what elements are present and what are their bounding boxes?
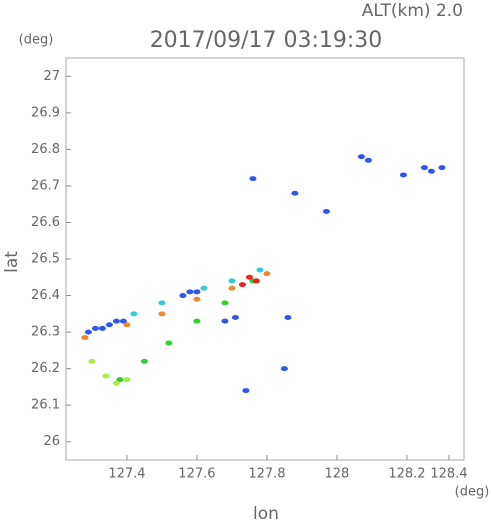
- y-tick-label: 26.5: [31, 252, 60, 267]
- x-tick-label: 127.8: [248, 467, 285, 482]
- y-tick-label: 26: [43, 434, 60, 449]
- echo-point: [98, 325, 106, 331]
- echo-point: [112, 380, 120, 386]
- echo-point: [245, 274, 253, 280]
- x-tick-label: 127.6: [178, 467, 215, 482]
- echo-point: [88, 358, 96, 364]
- echo-point: [221, 300, 229, 306]
- echo-point: [140, 358, 148, 364]
- echo-point: [186, 289, 194, 295]
- x-tick-label: 128.4: [430, 467, 467, 482]
- echo-point: [263, 271, 271, 277]
- echo-point: [228, 285, 236, 291]
- y-tick-label: 27: [43, 69, 60, 84]
- echo-point: [123, 377, 131, 383]
- y-tick-label: 26.9: [31, 105, 60, 120]
- echo-point: [91, 325, 99, 331]
- x-tick-label: 128: [325, 467, 350, 482]
- echo-point: [105, 322, 113, 328]
- echo-point: [249, 176, 257, 182]
- echo-point: [84, 329, 92, 335]
- echo-point: [357, 154, 365, 160]
- y-tick-label: 26.3: [31, 325, 60, 340]
- echo-point: [399, 172, 407, 178]
- echo-point: [158, 311, 166, 317]
- echo-point: [221, 318, 229, 324]
- echo-point: [242, 388, 250, 394]
- chart-title: 2017/09/17 03:19:30: [150, 28, 383, 53]
- echo-point: [123, 322, 131, 328]
- echo-point: [291, 190, 299, 196]
- x-tick-label: 128.2: [388, 467, 425, 482]
- y-tick-label: 26.7: [31, 178, 60, 193]
- echo-point: [130, 311, 138, 317]
- echo-point: [231, 314, 239, 320]
- echo-point: [81, 335, 89, 341]
- echo-point: [193, 289, 201, 295]
- echo-point: [256, 267, 264, 273]
- y-tick-label: 26.4: [31, 288, 60, 303]
- x-tick-label: 127.4: [108, 467, 145, 482]
- echo-point: [102, 373, 110, 379]
- echo-point: [284, 314, 292, 320]
- echo-point: [193, 296, 201, 302]
- y-tick-label: 26.1: [31, 398, 60, 413]
- echo-point: [252, 278, 260, 284]
- echo-point: [193, 318, 201, 324]
- y-tick-label: 26.2: [31, 361, 60, 376]
- echo-point: [200, 285, 208, 291]
- echo-point: [228, 278, 236, 284]
- echo-point: [427, 168, 435, 174]
- y-tick-label: 26.8: [31, 142, 60, 157]
- echo-point: [322, 208, 330, 214]
- echo-point: [116, 377, 124, 383]
- y-tick-label: 26.6: [31, 215, 60, 230]
- echo-point: [112, 318, 120, 324]
- echo-point: [420, 165, 428, 171]
- echo-point: [280, 366, 288, 372]
- x-unit: (deg): [455, 485, 490, 500]
- echo-point: [238, 282, 246, 288]
- x-label: lon: [253, 504, 279, 521]
- y-unit: (deg): [19, 33, 54, 48]
- echo-point: [119, 318, 127, 324]
- altitude: ALT(km) 2.0: [362, 1, 463, 21]
- echo-point: [179, 293, 187, 299]
- echo-point: [364, 157, 372, 163]
- plot-frame: [65, 57, 465, 461]
- y-label: lat: [2, 251, 22, 273]
- echo-point: [158, 300, 166, 306]
- echo-point: [165, 340, 173, 346]
- echo-point: [438, 165, 446, 171]
